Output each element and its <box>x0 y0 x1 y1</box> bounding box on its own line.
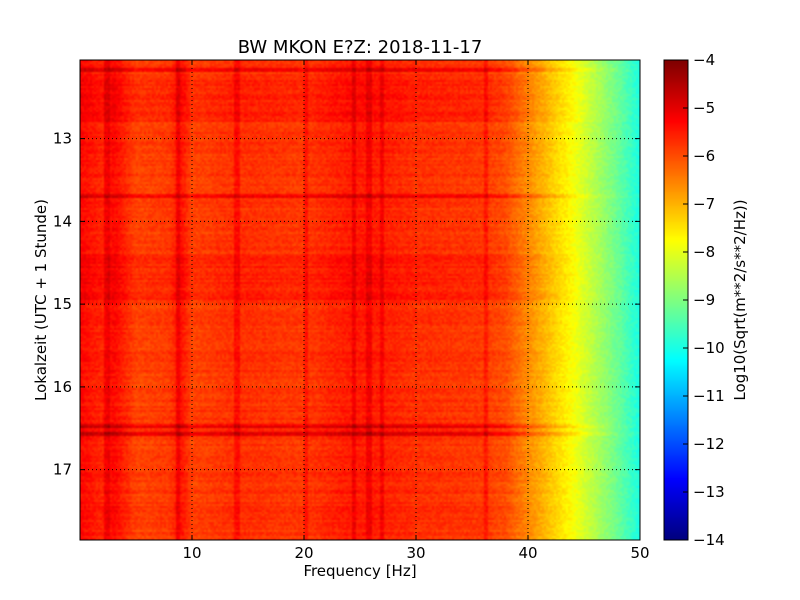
colorbar-tick-label: −14 <box>693 531 725 549</box>
colorbar-tick-label: −12 <box>693 435 725 453</box>
x-axis-label: Frequency [Hz] <box>303 562 416 580</box>
y-tick-label: 15 <box>53 295 72 313</box>
colorbar-tick-label: −11 <box>693 387 725 405</box>
x-tick-label: 30 <box>406 544 425 562</box>
colorbar-ticks: −4 −5 −6 −7 −8 −9 −10 −11 −12 −13 −14 <box>683 51 725 549</box>
y-axis-label: Lokalzeit (UTC + 1 Stunde) <box>32 199 50 401</box>
colorbar-tick-label: −5 <box>693 99 715 117</box>
colorbar-tick-label: −7 <box>693 195 715 213</box>
colorbar-tick-label: −9 <box>693 291 715 309</box>
colorbar: −4 −5 −6 −7 −8 −9 −10 −11 −12 −13 −14 Log10(Sqrt(m… <box>663 51 749 549</box>
colorbar-tick-label: −13 <box>693 483 725 501</box>
heatmap-area <box>80 60 640 540</box>
chart-title: BW MKON E?Z: 2018-11-17 <box>238 37 483 58</box>
colorbar-tick-label: −8 <box>693 243 715 261</box>
colorbar-tick-label: −6 <box>693 147 715 165</box>
y-tick-label: 14 <box>53 212 72 230</box>
x-tick-label: 10 <box>182 544 201 562</box>
y-axis: 13 14 15 16 17 <box>53 130 640 479</box>
colorbar-label: Log10(Sqrt(m**2/s**2/Hz)) <box>731 199 749 400</box>
y-tick-label: 16 <box>53 378 72 396</box>
x-axis: 10 20 30 40 50 <box>182 60 650 562</box>
x-tick-label: 40 <box>518 544 537 562</box>
plot-frame <box>79 59 641 541</box>
y-tick-label: 17 <box>53 461 72 479</box>
colorbar-tick-label: −4 <box>693 51 715 69</box>
heatmap-image <box>80 60 640 540</box>
colorbar-tick-label: −10 <box>693 339 725 357</box>
y-tick-label: 13 <box>53 130 72 148</box>
x-tick-label: 50 <box>630 544 649 562</box>
x-tick-label: 20 <box>294 544 313 562</box>
